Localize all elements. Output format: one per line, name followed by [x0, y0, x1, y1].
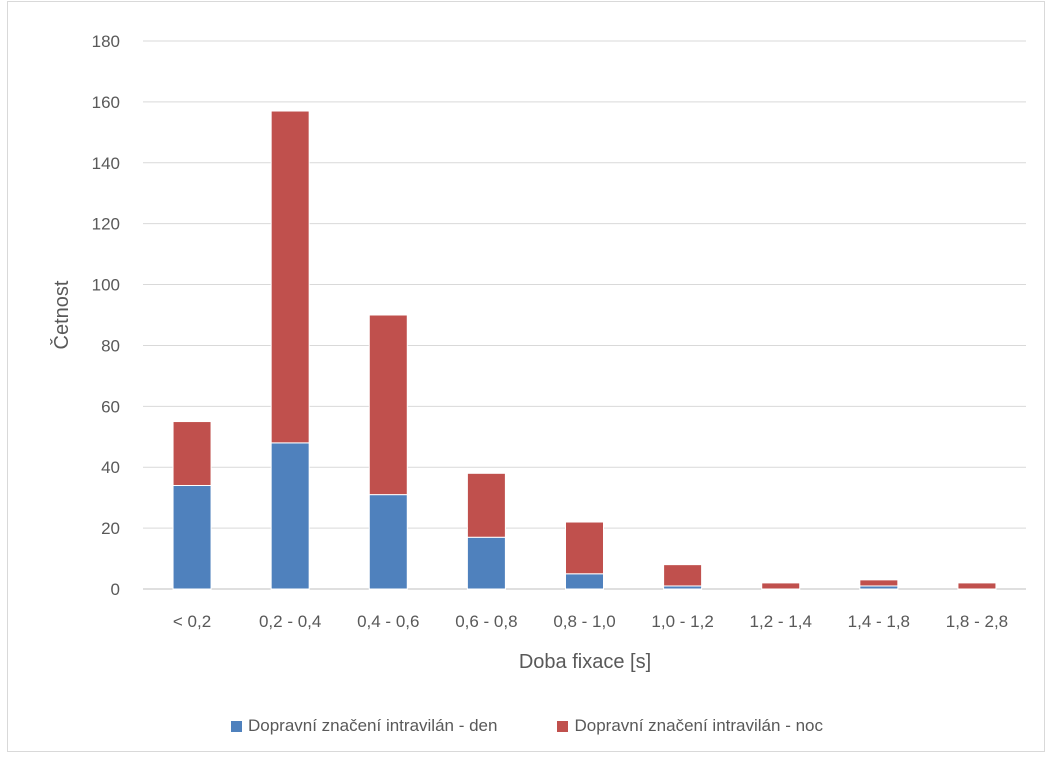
y-tick-label: 180	[92, 32, 120, 51]
bar-den-4	[565, 573, 604, 590]
x-tick-labels: < 0,2 0,2 - 0,4 0,4 - 0,6 0,6 - 0,8 0,8 - 1,…	[173, 612, 1008, 631]
x-tick-label: 1,8 - 2,8	[946, 612, 1008, 631]
y-tick-labels: 0 20 40 60 80 100 120 140 160 180	[92, 32, 120, 599]
x-tick-label: 0,6 - 0,8	[455, 612, 517, 631]
bar-den-2	[368, 494, 408, 590]
y-tick-label: 20	[101, 519, 120, 538]
x-axis-title: Doba fixace [s]	[519, 651, 651, 673]
x-tick-label: 0,2 - 0,4	[259, 612, 321, 631]
y-tick-label: 40	[101, 458, 120, 477]
bar-noc-4	[565, 521, 604, 575]
bar-den-3	[466, 536, 506, 590]
legend-label-noc: Dopravní značení intravilán - noc	[574, 716, 823, 735]
x-tick-label: 1,0 - 1,2	[651, 612, 713, 631]
bar-noc-5	[663, 564, 703, 587]
bar-noc-2	[368, 314, 408, 496]
y-tick-label: 60	[101, 397, 120, 416]
legend-label-den: Dopravní značení intravilán - den	[247, 716, 498, 735]
legend-swatch-noc	[557, 720, 569, 732]
bar-noc-6	[761, 582, 801, 590]
y-tick-label: 160	[92, 93, 120, 112]
x-tick-label: 1,4 - 1,8	[848, 612, 910, 631]
bar-noc-8	[957, 582, 997, 590]
legend: Dopravní značení intravilán - den Doprav…	[0, 716, 1054, 736]
y-axis-title: Četnost	[50, 280, 73, 349]
y-tick-label: 120	[92, 215, 120, 234]
y-tick-label: 80	[101, 336, 120, 355]
bar-den-0	[172, 484, 212, 590]
x-tick-label: < 0,2	[173, 612, 211, 631]
y-tick-label: 0	[111, 580, 120, 599]
x-tick-label: 0,8 - 1,0	[553, 612, 615, 631]
chart-frame	[7, 1, 1045, 752]
y-tick-label: 100	[92, 276, 120, 295]
legend-swatch-den	[230, 720, 242, 732]
bars	[172, 110, 997, 590]
y-tick-label: 140	[92, 154, 120, 173]
bar-noc-7	[859, 579, 899, 587]
bar-den-1	[270, 442, 310, 590]
bar-noc-3	[466, 472, 506, 538]
bar-noc-1	[270, 110, 310, 444]
legend-item-noc: Dopravní značení intravilán - noc	[557, 716, 823, 736]
x-tick-label: 1,2 - 1,4	[750, 612, 812, 631]
legend-item-den: Dopravní značení intravilán - den	[230, 716, 498, 736]
bar-noc-0	[172, 421, 212, 486]
x-tick-label: 0,4 - 0,6	[357, 612, 419, 631]
